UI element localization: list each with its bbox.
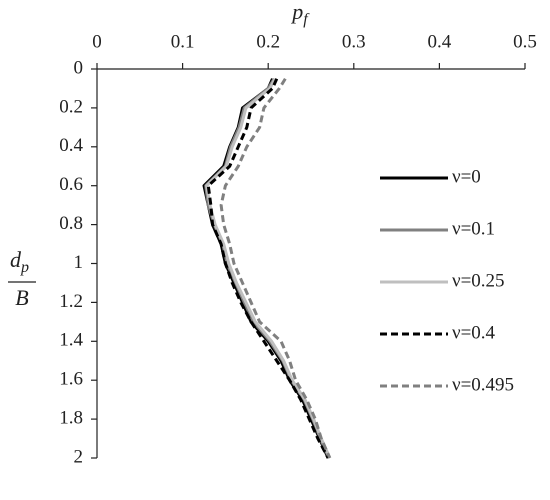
x-label-sub: f bbox=[303, 11, 310, 28]
x-tick-label: 0.4 bbox=[428, 31, 452, 52]
y-tick-label: 2 bbox=[74, 446, 84, 467]
y-axis-label-top: dp bbox=[10, 247, 29, 276]
legend-label: ν=0.4 bbox=[452, 322, 496, 343]
y-tick-label: 0.4 bbox=[59, 135, 83, 156]
legend-label: ν=0.495 bbox=[452, 374, 514, 395]
series-line bbox=[202, 78, 330, 459]
x-tick-label: 0.1 bbox=[171, 31, 195, 52]
series-line bbox=[219, 77, 332, 459]
x-axis-label: pf bbox=[290, 0, 310, 28]
y-tick-label: 0.2 bbox=[59, 96, 83, 117]
legend-label: ν=0 bbox=[452, 166, 481, 187]
y-tick-label: 1.8 bbox=[59, 407, 83, 428]
x-tick-label: 0.5 bbox=[513, 31, 537, 52]
y-axis-label-bottom: B bbox=[15, 285, 28, 310]
y-tick-label: 0 bbox=[74, 57, 84, 78]
y-tick-label: 0.8 bbox=[59, 213, 83, 234]
legend-label: ν=0.25 bbox=[452, 270, 505, 291]
y-tick-label: 0.6 bbox=[59, 174, 83, 195]
y-tick-label: 1.4 bbox=[59, 330, 83, 351]
y-label-sub: p bbox=[20, 259, 29, 276]
series-line bbox=[205, 78, 332, 459]
y-tick-label: 1 bbox=[74, 252, 84, 273]
legend-label: ν=0.1 bbox=[452, 218, 495, 239]
y-tick-label: 1.2 bbox=[59, 291, 83, 312]
x-label-main: p bbox=[290, 0, 303, 24]
y-label-main: d bbox=[10, 247, 22, 272]
x-tick-label: 0.2 bbox=[256, 31, 280, 52]
y-tick-label: 1.6 bbox=[59, 369, 83, 390]
series-line bbox=[204, 77, 331, 459]
x-tick-label: 0 bbox=[92, 31, 102, 52]
series-line bbox=[206, 78, 330, 459]
x-tick-label: 0.3 bbox=[342, 31, 366, 52]
